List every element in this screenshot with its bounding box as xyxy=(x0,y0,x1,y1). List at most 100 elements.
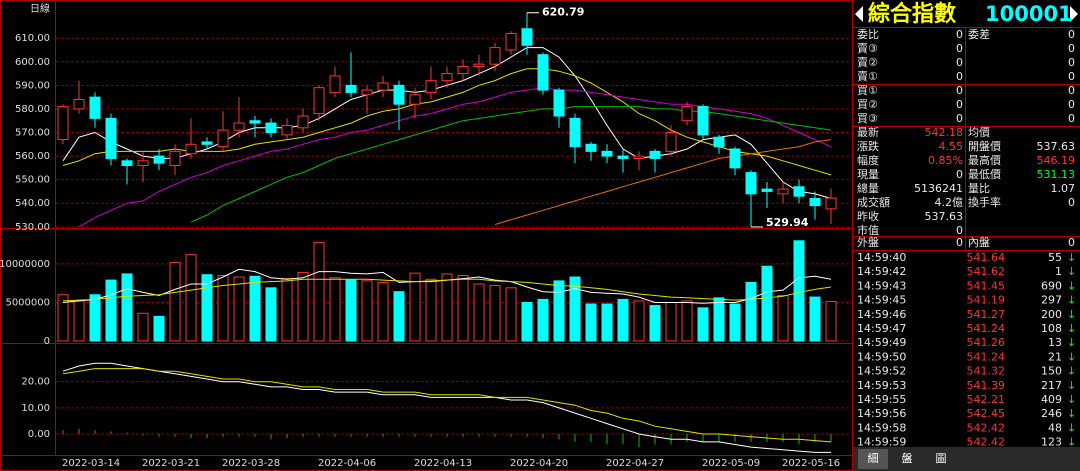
field-label: 成交額 xyxy=(857,195,890,209)
indicator-line xyxy=(190,106,832,223)
tab[interactable] xyxy=(858,449,888,469)
trade-arrow: ↓ xyxy=(1067,421,1076,434)
y-tick-label: 580.00 xyxy=(15,104,50,115)
volume-bar xyxy=(681,300,693,342)
y-tick-label: 530.00 xyxy=(15,222,50,233)
trade-volume: 297 xyxy=(1041,294,1062,307)
candle-body xyxy=(233,122,245,131)
y-tick-label: 0 xyxy=(44,336,50,347)
volume-bar xyxy=(377,281,389,342)
field-value: 0 xyxy=(956,56,963,69)
field-value: 546.19 xyxy=(1037,154,1076,167)
trade-volume: 690 xyxy=(1041,279,1062,292)
field-value: 0 xyxy=(1068,236,1075,249)
trade-volume: 123 xyxy=(1041,436,1062,449)
trade-arrow: ↓ xyxy=(1067,265,1076,278)
volume-bar xyxy=(553,280,565,342)
y-tick-label: 10000000 xyxy=(0,259,50,270)
trade-volume: 108 xyxy=(1041,322,1062,335)
prev-arrow[interactable] xyxy=(855,6,863,22)
volume-bar xyxy=(585,303,597,342)
trade-price: 541.64 xyxy=(967,251,1006,264)
volume-bar xyxy=(745,281,757,342)
field-label: 委差 xyxy=(968,27,990,41)
candle-body xyxy=(345,84,357,93)
candle-body xyxy=(505,32,517,51)
trade-volume: 1 xyxy=(1055,265,1062,278)
candle-body xyxy=(377,82,389,91)
candle-body xyxy=(617,155,629,159)
volume-bar xyxy=(233,276,245,342)
candle-body xyxy=(649,150,661,159)
trade-price: 542.42 xyxy=(967,421,1006,434)
field-value: 531.13 xyxy=(1037,168,1076,181)
next-arrow[interactable] xyxy=(1070,6,1078,22)
volume-bar xyxy=(793,240,805,342)
tab-label[interactable]: 圖 xyxy=(936,452,947,465)
field-label: 賣③ xyxy=(857,41,878,55)
candle-body xyxy=(121,160,133,167)
candle-body xyxy=(729,148,741,169)
trade-time: 14:59:49 xyxy=(857,336,906,349)
trade-price: 541.24 xyxy=(967,350,1006,363)
volume-bar xyxy=(505,287,517,342)
trade-arrow: ↓ xyxy=(1067,322,1076,335)
field-value: 5136241 xyxy=(914,182,963,195)
volume-bar xyxy=(361,280,373,342)
x-tick-label: 2022-05-16 xyxy=(782,458,840,469)
y-tick-label: 600.00 xyxy=(15,57,50,68)
trade-price: 541.39 xyxy=(967,379,1006,392)
trade-volume: 409 xyxy=(1041,393,1062,406)
volume-bar xyxy=(729,303,741,342)
low-label: 529.94 xyxy=(766,216,809,229)
trade-price: 542.21 xyxy=(967,393,1006,406)
volume-bar xyxy=(265,287,277,342)
candle-body xyxy=(105,117,117,159)
trade-arrow: ↓ xyxy=(1067,308,1076,321)
tab[interactable] xyxy=(926,449,956,469)
volume-bar xyxy=(217,274,229,342)
tab-label[interactable]: 細 xyxy=(868,452,879,465)
candle-body xyxy=(313,87,325,115)
candle-body xyxy=(57,106,69,141)
y-tick-label: 560.00 xyxy=(15,151,50,162)
field-label: 買① xyxy=(857,84,878,97)
candle-body xyxy=(793,186,805,197)
trade-price: 541.27 xyxy=(967,308,1006,321)
field-label: 換手率 xyxy=(968,195,1001,209)
candle-body xyxy=(393,84,405,105)
candle-body xyxy=(185,143,197,155)
tab[interactable] xyxy=(892,449,922,469)
trade-volume: 48 xyxy=(1048,421,1062,434)
volume-bar xyxy=(169,261,181,342)
field-label: 幅度 xyxy=(857,153,879,167)
volume-bar xyxy=(441,273,453,342)
y-tick-label: 5000000 xyxy=(5,297,50,308)
volume-bar xyxy=(105,279,117,342)
trade-volume: 13 xyxy=(1048,336,1062,349)
volume-bar xyxy=(57,294,69,342)
volume-bar xyxy=(121,273,133,342)
field-label: 最低價 xyxy=(968,167,1001,181)
candle-body xyxy=(601,150,613,157)
volume-bar xyxy=(617,298,629,342)
volume-bar xyxy=(153,315,165,342)
trade-volume: 55 xyxy=(1048,251,1062,264)
candle-body xyxy=(73,98,85,110)
candle-body xyxy=(297,115,309,129)
field-value: 0 xyxy=(956,236,963,249)
volume-bar xyxy=(665,301,677,342)
tab-label[interactable]: 盤 xyxy=(902,452,913,465)
candle-body xyxy=(761,188,773,192)
trade-time: 14:59:50 xyxy=(857,350,906,363)
field-value: 0 xyxy=(1068,42,1075,55)
field-value: 0 xyxy=(956,42,963,55)
candle-body xyxy=(697,106,709,136)
indicator-line xyxy=(62,368,832,443)
field-value: 0 xyxy=(956,28,963,41)
field-value: 537.63 xyxy=(925,210,964,223)
trade-time: 14:59:40 xyxy=(857,251,906,264)
field-value: 0 xyxy=(1068,112,1075,125)
trade-price: 541.32 xyxy=(967,365,1006,378)
